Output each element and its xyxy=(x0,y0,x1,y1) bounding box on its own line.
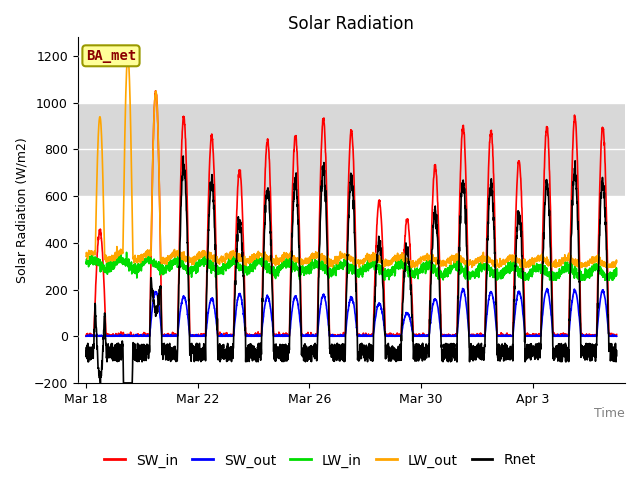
SW_in xyxy=(418,333,426,339)
LW_in xyxy=(82,260,90,265)
LW_out xyxy=(612,259,620,265)
Line: SW_in: SW_in xyxy=(86,91,616,336)
Rnet xyxy=(97,380,104,386)
SW_out xyxy=(483,312,491,317)
SW_out xyxy=(131,333,138,339)
SW_out xyxy=(353,328,361,334)
SW_in xyxy=(612,332,620,337)
SW_in xyxy=(565,332,573,337)
SW_out xyxy=(418,332,426,337)
Rnet xyxy=(131,357,139,363)
LW_in xyxy=(612,272,620,277)
SW_out xyxy=(612,333,620,339)
Rnet xyxy=(82,349,90,355)
SW_out xyxy=(459,286,467,291)
LW_in xyxy=(565,270,573,276)
LW_out xyxy=(418,256,426,262)
SW_in xyxy=(483,224,491,229)
Text: Time: Time xyxy=(595,407,625,420)
Line: SW_out: SW_out xyxy=(86,288,616,336)
LW_out xyxy=(565,258,573,264)
SW_in xyxy=(152,88,159,94)
LW_out xyxy=(353,257,361,263)
Text: BA_met: BA_met xyxy=(86,49,136,63)
Bar xyxy=(77,103,625,196)
Line: LW_out: LW_out xyxy=(86,56,616,267)
Title: Solar Radiation: Solar Radiation xyxy=(289,15,414,33)
LW_in xyxy=(356,272,364,277)
Line: Rnet: Rnet xyxy=(86,156,616,383)
SW_in xyxy=(131,333,138,339)
Rnet xyxy=(179,153,187,159)
Legend: SW_in, SW_out, LW_in, LW_out, Rnet: SW_in, SW_out, LW_in, LW_out, Rnet xyxy=(99,448,541,473)
SW_out xyxy=(82,333,90,339)
LW_out xyxy=(82,253,90,259)
LW_in xyxy=(117,249,125,255)
SW_out xyxy=(356,332,364,338)
Rnet xyxy=(353,331,361,336)
LW_out xyxy=(483,256,491,262)
LW_in xyxy=(483,261,491,266)
LW_in xyxy=(131,264,139,270)
SW_in xyxy=(353,309,361,315)
LW_in xyxy=(418,266,426,272)
LW_out xyxy=(356,264,364,270)
Rnet xyxy=(356,341,364,347)
Line: LW_in: LW_in xyxy=(86,252,616,280)
LW_in xyxy=(353,273,361,279)
LW_out xyxy=(124,53,132,59)
Rnet xyxy=(483,252,491,257)
Rnet xyxy=(418,342,426,348)
Rnet xyxy=(565,336,573,341)
Rnet xyxy=(612,353,620,359)
LW_out xyxy=(131,257,139,263)
SW_out xyxy=(565,333,573,339)
SW_in xyxy=(82,333,90,339)
LW_in xyxy=(381,277,388,283)
Y-axis label: Solar Radiation (W/m2): Solar Radiation (W/m2) xyxy=(15,137,28,283)
SW_in xyxy=(356,333,364,339)
LW_out xyxy=(356,257,364,263)
